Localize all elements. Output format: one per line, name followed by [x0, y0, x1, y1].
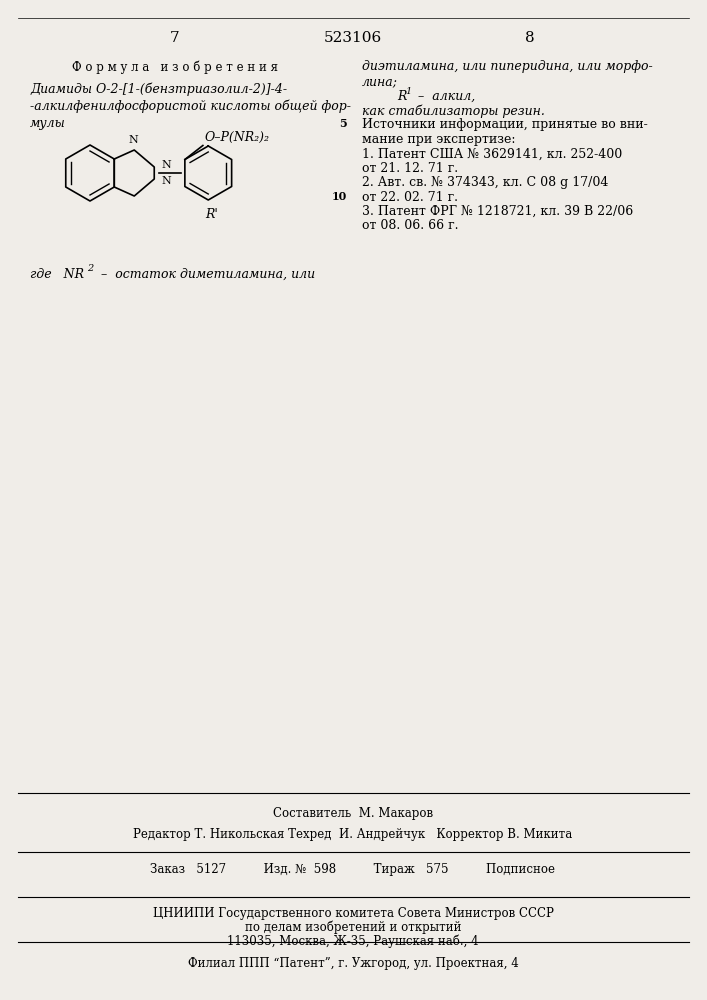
Text: Составитель  М. Макаров: Составитель М. Макаров [273, 807, 433, 820]
Text: лина;: лина; [362, 75, 398, 88]
Text: 2: 2 [87, 264, 93, 273]
Text: R': R' [205, 208, 218, 221]
Text: 523106: 523106 [324, 31, 382, 45]
Text: от 08. 06. 66 г.: от 08. 06. 66 г. [362, 219, 459, 232]
Text: от 21. 12. 71 г.: от 21. 12. 71 г. [362, 162, 458, 175]
Text: по делам изобретений и открытий: по делам изобретений и открытий [245, 921, 461, 934]
Text: N: N [129, 135, 138, 145]
Text: где   NR: где NR [30, 268, 84, 281]
Text: Редактор Т. Никольская Техред  И. Андрейчук   Корректор В. Микита: Редактор Т. Никольская Техред И. Андрейч… [134, 828, 573, 841]
Text: диэтиламина, или пиперидина, или морфо-: диэтиламина, или пиперидина, или морфо- [362, 60, 653, 73]
Text: 10: 10 [332, 191, 347, 202]
Text: –  алкил,: – алкил, [410, 90, 475, 103]
Text: 1. Патент США № 3629141, кл. 252-400: 1. Патент США № 3629141, кл. 252-400 [362, 148, 622, 161]
Text: 1: 1 [405, 87, 411, 96]
Text: ЦНИИПИ Государственного комитета Совета Министров СССР: ЦНИИПИ Государственного комитета Совета … [153, 907, 554, 920]
Text: R: R [397, 90, 407, 103]
Text: как стабилизаторы резин.: как стабилизаторы резин. [362, 104, 545, 117]
Text: Заказ   5127          Изд. №  598          Тираж   575          Подписное: Заказ 5127 Изд. № 598 Тираж 575 Подписно… [151, 863, 556, 876]
Text: 8: 8 [525, 31, 534, 45]
Text: N: N [161, 160, 171, 170]
Text: –  остаток диметиламина, или: – остаток диметиламина, или [93, 268, 315, 281]
Text: мание при экспертизе:: мание при экспертизе: [362, 133, 515, 146]
Text: O–P(NR₂)₂: O–P(NR₂)₂ [205, 130, 270, 143]
Text: 7: 7 [170, 31, 180, 45]
Text: Ф о р м у л а   и з о б р е т е н и я: Ф о р м у л а и з о б р е т е н и я [72, 60, 278, 74]
Text: N: N [161, 176, 171, 186]
Text: от 22. 02. 71 г.: от 22. 02. 71 г. [362, 191, 458, 204]
Text: 5: 5 [339, 118, 347, 129]
Text: 113035, Москва, Ж-35, Раушская наб., 4: 113035, Москва, Ж-35, Раушская наб., 4 [227, 935, 479, 948]
Text: Филиал ППП “Патент”, г. Ужгород, ул. Проектная, 4: Филиал ППП “Патент”, г. Ужгород, ул. Про… [187, 957, 518, 970]
Text: 2. Авт. св. № 374343, кл. С 08 g 17/04: 2. Авт. св. № 374343, кл. С 08 g 17/04 [362, 176, 609, 189]
Text: Источники информации, принятые во вни-: Источники информации, принятые во вни- [362, 118, 648, 131]
Text: Диамиды О-2-[1-(бензтриазолил-2)]-4-
-алкилфенилфосфористой кислоты общей фор-
м: Диамиды О-2-[1-(бензтриазолил-2)]-4- -ал… [30, 82, 351, 130]
Text: 3. Патент ФРГ № 1218721, кл. 39 В 22/06: 3. Патент ФРГ № 1218721, кл. 39 В 22/06 [362, 205, 633, 218]
